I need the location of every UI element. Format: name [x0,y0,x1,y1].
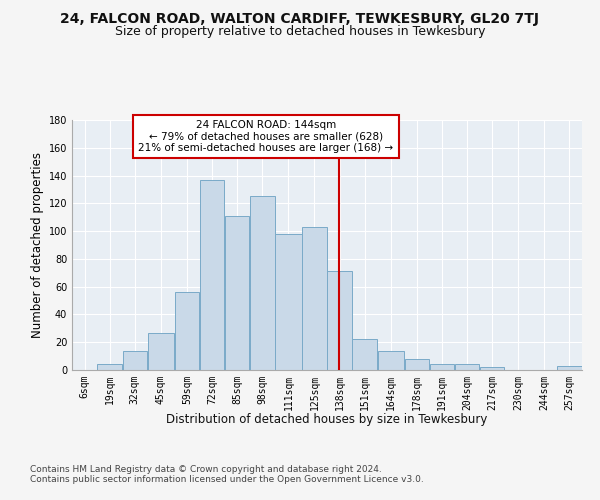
Bar [430,364,454,370]
Text: Contains public sector information licensed under the Open Government Licence v3: Contains public sector information licen… [30,475,424,484]
Text: 24 FALCON ROAD: 144sqm
← 79% of detached houses are smaller (628)
21% of semi-de: 24 FALCON ROAD: 144sqm ← 79% of detached… [138,120,394,153]
Bar [455,364,479,370]
Bar [175,292,199,370]
Bar [377,350,404,370]
Bar [275,234,302,370]
Bar [200,180,224,370]
Bar [302,227,327,370]
Text: Distribution of detached houses by size in Tewkesbury: Distribution of detached houses by size … [166,412,488,426]
Bar [352,340,377,370]
Bar [250,196,275,370]
Bar [225,216,250,370]
Bar [97,364,122,370]
Bar [480,367,505,370]
Text: Contains HM Land Registry data © Crown copyright and database right 2024.: Contains HM Land Registry data © Crown c… [30,465,382,474]
Bar [122,350,147,370]
Text: Size of property relative to detached houses in Tewkesbury: Size of property relative to detached ho… [115,25,485,38]
Bar [148,332,174,370]
Text: 24, FALCON ROAD, WALTON CARDIFF, TEWKESBURY, GL20 7TJ: 24, FALCON ROAD, WALTON CARDIFF, TEWKESB… [61,12,539,26]
Bar [404,359,429,370]
Bar [327,272,352,370]
Bar [557,366,582,370]
Y-axis label: Number of detached properties: Number of detached properties [31,152,44,338]
